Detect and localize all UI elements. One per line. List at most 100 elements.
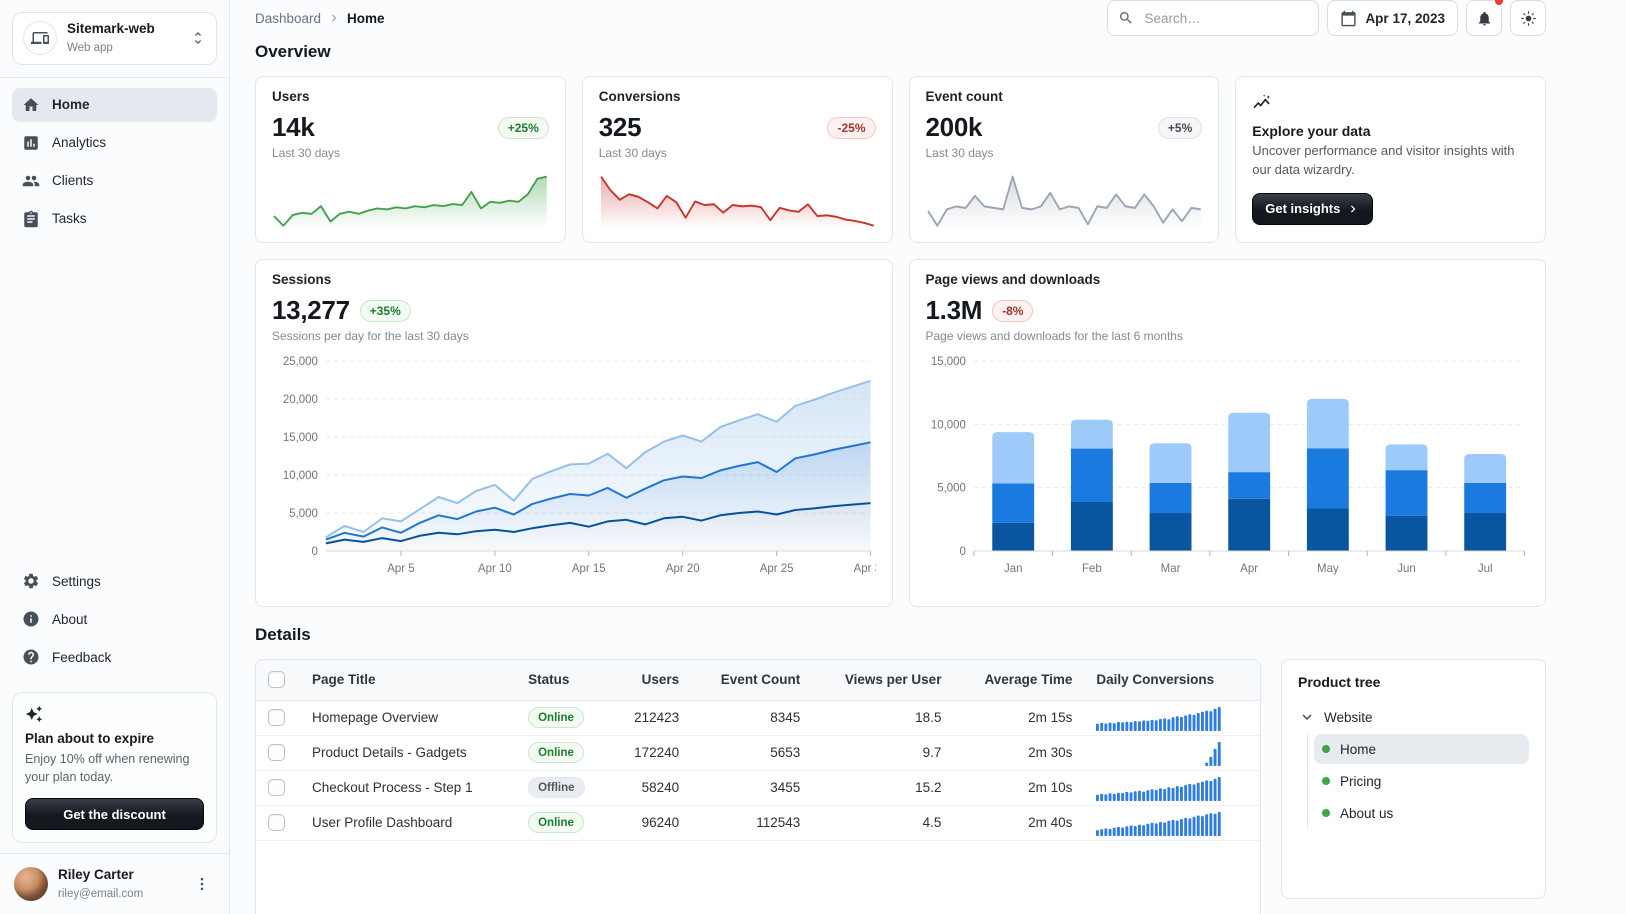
row-checkbox[interactable] — [268, 709, 285, 726]
date-label: Apr 17, 2023 — [1365, 10, 1445, 26]
stat-value: 325 — [598, 112, 642, 142]
notifications-button[interactable] — [1466, 0, 1503, 36]
svg-text:Apr 15: Apr 15 — [572, 563, 606, 575]
svg-text:0: 0 — [959, 546, 965, 558]
table-row[interactable]: Homepage Overview Online 212423 8345 18.5 2m … — [256, 700, 1260, 736]
table-cell-status: Online — [516, 805, 611, 841]
tree-node-website[interactable]: Website — [1298, 702, 1529, 732]
table-cell: 96240 — [610, 805, 692, 841]
date-picker-button[interactable]: Apr 17, 2023 — [1327, 0, 1458, 36]
row-checkbox[interactable] — [268, 744, 285, 761]
plan-expire-card: Plan about to expire Enjoy 10% off when … — [12, 692, 217, 844]
chevron-down-icon — [1302, 714, 1312, 720]
table-cell: 112543 — [691, 805, 813, 841]
tree-item-about-us[interactable]: About us — [1314, 798, 1529, 828]
table-cell: User Profile Dashboard — [300, 805, 517, 841]
breadcrumb-dashboard[interactable]: Dashboard — [255, 10, 322, 26]
sidebar-item-analytics[interactable]: Analytics — [12, 126, 217, 160]
search-input[interactable] — [1142, 9, 1309, 27]
breadcrumb-home: Home — [347, 10, 385, 26]
table-row[interactable]: Product Details - Gadgets Online 172240 565… — [256, 735, 1260, 771]
svg-text:Apr 25: Apr 25 — [760, 563, 794, 575]
home-icon — [22, 96, 40, 114]
sidebar-nav: Home Analytics Clients Tasks — [0, 78, 229, 246]
sidebar-item-tasks[interactable]: Tasks — [12, 202, 217, 236]
tree-item-dot — [1322, 777, 1330, 785]
stat-card-conversions: Conversions 325 -25% Last 30 days — [581, 76, 893, 243]
sidebar-item-clients[interactable]: Clients — [12, 164, 217, 198]
column-header-views-per-user[interactable]: Views per User — [812, 660, 954, 701]
pageviews-trend-badge: -8% — [992, 299, 1034, 322]
svg-text:Apr 5: Apr 5 — [387, 563, 414, 575]
svg-text:5,000: 5,000 — [937, 483, 966, 495]
stat-value: 14k — [272, 112, 315, 142]
column-header-status[interactable]: Status — [516, 660, 611, 701]
daily-conversions-sparkline — [1084, 700, 1260, 736]
stat-sparkline — [272, 168, 549, 230]
sessions-trend-badge: +35% — [359, 299, 411, 322]
svg-text:25,000: 25,000 — [283, 356, 318, 368]
tree-item-label: About us — [1340, 805, 1394, 821]
user-name: Riley Carter — [58, 867, 134, 883]
row-checkbox[interactable] — [268, 779, 285, 796]
pageviews-value: 1.3M — [925, 295, 983, 325]
table-cell: 9.7 — [812, 735, 954, 771]
column-header-average-time[interactable]: Average Time — [953, 660, 1085, 701]
table-row[interactable]: Checkout Process - Step 1 Offline 58240 345… — [256, 770, 1260, 806]
sidebar-item-feedback[interactable]: Feedback — [12, 640, 217, 674]
stat-sparkline — [599, 168, 876, 230]
stat-caption: Last 30 days — [598, 146, 667, 160]
sidebar-item-settings[interactable]: Settings — [12, 564, 217, 598]
column-header-event-count[interactable]: Event Count — [691, 660, 813, 701]
select-all-checkbox[interactable] — [268, 671, 285, 689]
stat-trend-badge: +25% — [497, 116, 549, 139]
workspace-select[interactable]: Sitemark-web Web app — [12, 12, 217, 65]
status-badge: Offline — [528, 777, 585, 798]
stat-caption: Last 30 days — [272, 146, 341, 160]
table-cell: 5653 — [691, 735, 813, 771]
table-cell: 4.5 — [812, 805, 954, 841]
svg-text:Apr: Apr — [1240, 563, 1258, 575]
table-cell-status: Offline — [516, 770, 611, 806]
info-icon — [22, 610, 40, 628]
stat-title: Users — [272, 89, 310, 104]
column-header-users[interactable]: Users — [610, 660, 692, 701]
chevron-right-icon — [327, 11, 341, 25]
table-cell: 58240 — [610, 770, 692, 806]
pageviews-caption: Page views and downloads for the last 6 … — [925, 329, 1183, 343]
bell-icon — [1478, 11, 1490, 26]
row-checkbox[interactable] — [268, 814, 285, 831]
stat-card-event-count: Event count 200k +5% Last 30 days — [908, 76, 1220, 243]
svg-text:5,000: 5,000 — [289, 508, 318, 520]
nav-label: Feedback — [52, 649, 112, 665]
table-cell: 2m 15s — [953, 700, 1085, 736]
pageviews-title: Page views and downloads — [925, 272, 1101, 287]
tree-item-home[interactable]: Home — [1314, 734, 1529, 764]
table-cell: 3455 — [691, 770, 813, 806]
stat-value: 200k — [925, 112, 983, 142]
get-discount-button[interactable]: Get the discount — [25, 798, 204, 831]
table-cell: Product Details - Gadgets — [300, 735, 517, 771]
table-row[interactable]: User Profile Dashboard Online 96240 112543 4… — [256, 805, 1260, 841]
theme-toggle-button[interactable] — [1510, 0, 1546, 36]
more-vert-icon — [200, 878, 204, 891]
daily-conversions-sparkline — [1084, 805, 1260, 841]
sparkle-icon — [25, 705, 204, 723]
sidebar-secondary-nav: Settings About Feedback — [0, 554, 229, 684]
topbar: Dashboard Home Apr 17, 2023 — [255, 0, 1546, 36]
column-header-page-title[interactable]: Page Title — [300, 660, 517, 701]
get-insights-button[interactable]: Get insights — [1252, 192, 1374, 225]
nav-label: Settings — [52, 573, 101, 589]
tree-item-pricing[interactable]: Pricing — [1314, 766, 1529, 796]
insights-icon — [1252, 93, 1272, 113]
svg-text:0: 0 — [312, 546, 318, 558]
sidebar-item-about[interactable]: About — [12, 602, 217, 636]
table-cell: 8345 — [691, 700, 813, 736]
column-header-daily-conversions[interactable]: Daily Conversions — [1084, 660, 1260, 701]
tree-item-label: Pricing — [1340, 773, 1382, 789]
search-icon — [1120, 12, 1133, 24]
stat-sparkline — [926, 168, 1203, 230]
sidebar-item-home[interactable]: Home — [12, 87, 217, 122]
user-menu-button[interactable] — [189, 871, 215, 897]
avatar — [14, 867, 48, 902]
